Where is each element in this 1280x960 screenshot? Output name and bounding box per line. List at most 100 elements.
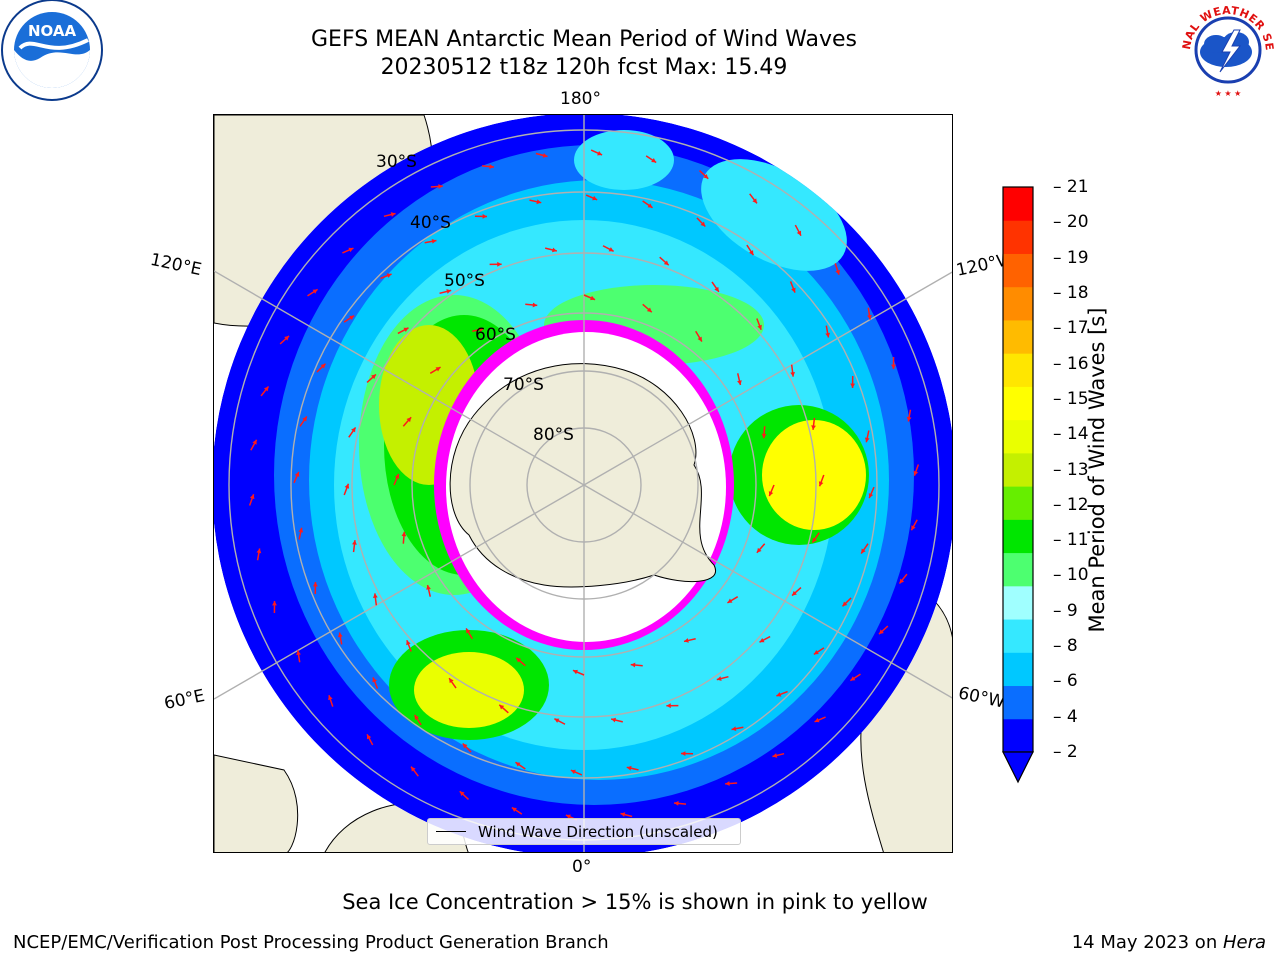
- wind-arrow-head: [731, 726, 737, 732]
- wind-arrow-head: [878, 629, 884, 635]
- lon-label-0: 0°: [572, 857, 592, 877]
- colorbar-block: [1003, 452, 1033, 487]
- wind-arrow-head: [651, 158, 657, 163]
- wind-arrow-head: [592, 195, 598, 201]
- wind-arrow-head: [597, 151, 603, 156]
- lat-label-70s: 70°S: [503, 375, 544, 395]
- wind-arrow-head: [861, 548, 866, 554]
- wind-arrow-head: [394, 473, 400, 479]
- wind-arrow-head: [426, 584, 431, 590]
- colorbar-tick-label: – 19: [1053, 247, 1089, 268]
- colorbar-block: [1003, 652, 1033, 687]
- footer-credit: NCEP/EMC/Verification Post Processing Pr…: [13, 932, 609, 953]
- colorbar-block: [1003, 187, 1033, 221]
- wind-arrow-head: [674, 801, 679, 806]
- wind-arrow-head: [727, 598, 733, 603]
- map-legend: Wind Wave Direction (unscaled): [427, 818, 741, 845]
- chart-subtitle: 20230512 t18z 120h fcst Max: 15.49: [380, 55, 788, 80]
- wind-arrow-head: [482, 213, 487, 219]
- wind-arrow-head: [768, 491, 774, 497]
- wind-arrow-head: [752, 198, 757, 204]
- wind-arrow-head: [351, 427, 356, 433]
- wind-arrow-head: [590, 295, 596, 301]
- wind-arrow-head: [825, 332, 831, 338]
- colorbar-tick-label: – 18: [1053, 282, 1089, 303]
- wind-arrow-head: [449, 678, 454, 684]
- colorbar-tick-label: – 4: [1053, 706, 1078, 727]
- wind-arrow-head: [811, 425, 816, 430]
- polar-map: [213, 114, 953, 853]
- wind-arrow-head: [725, 781, 730, 786]
- wind-arrow-head: [683, 638, 689, 643]
- footer-date: 14 May 2023 on Hera: [1072, 932, 1266, 953]
- wind-arrow-head: [835, 269, 840, 275]
- wind-arrow-head: [714, 286, 719, 292]
- lon-label-120e: 120°E: [148, 249, 204, 281]
- wind-arrow-head: [776, 692, 782, 697]
- lat-label-50s: 50°S: [444, 271, 485, 291]
- colorbar-tick-label: – 13: [1053, 459, 1089, 480]
- wind-arrow-head: [796, 230, 802, 236]
- wind-arrow-head: [401, 531, 407, 537]
- lat-label-80s: 80°S: [533, 425, 574, 445]
- legend-line-sample: [436, 831, 466, 832]
- colorbar-tick-label: – 9: [1053, 600, 1078, 621]
- wind-arrow-head: [294, 471, 300, 477]
- wind-arrow-head: [666, 703, 671, 709]
- colorbar-tick-label: – 21: [1053, 177, 1089, 197]
- wind-arrow-head: [263, 386, 269, 392]
- wind-arrow-head: [646, 307, 652, 313]
- lat-label-30s: 30°S: [376, 152, 417, 172]
- wind-arrow-head: [515, 762, 521, 767]
- wind-arrow-head: [344, 483, 350, 489]
- wind-arrow-head: [497, 261, 502, 267]
- wind-arrow-head: [371, 374, 376, 380]
- wind-arrow-head: [328, 695, 333, 701]
- wind-arrow-head: [372, 677, 377, 683]
- colorbar-block: [1003, 552, 1033, 587]
- wind-arrow-head: [772, 753, 778, 758]
- wind-arrow-head: [703, 173, 709, 179]
- colorbar-block: [1003, 220, 1033, 254]
- wind-arrow-head: [516, 657, 522, 663]
- wind-arrow-head: [850, 383, 856, 388]
- wind-arrow-head: [532, 302, 538, 308]
- colorbar-tick-label: – 15: [1053, 388, 1089, 409]
- lat-label-60s: 60°S: [475, 325, 516, 345]
- wind-arrow-head: [411, 766, 416, 772]
- wind-arrow-head: [630, 662, 636, 668]
- wind-arrow-head: [446, 289, 452, 294]
- wind-arrow-head: [570, 769, 576, 775]
- wind-arrow-head: [756, 547, 762, 553]
- colorbar-block: [1003, 353, 1033, 387]
- wind-arrow-head: [272, 601, 277, 606]
- wind-arrow-head: [647, 203, 653, 208]
- wind-arrow-head: [489, 164, 494, 169]
- colorbar-label: Mean Period of Wind Waves [s]: [1085, 307, 1109, 633]
- colorbar-block: [1003, 519, 1033, 554]
- wind-arrow-head: [386, 273, 392, 278]
- wind-arrow-head: [899, 578, 905, 584]
- colorbar-block: [1003, 319, 1033, 354]
- wind-arrow-head: [891, 364, 896, 369]
- wind-arrow-head: [459, 791, 465, 797]
- wind-arrow-head: [536, 199, 542, 205]
- wind-arrow-head: [511, 807, 517, 812]
- wind-arrow-head: [249, 494, 255, 500]
- wind-arrow-head: [761, 433, 767, 439]
- wind-arrow-head: [256, 548, 262, 554]
- colorbar-tick-label: – 10: [1053, 565, 1089, 586]
- footer-date-text: 14 May 2023 on: [1071, 932, 1223, 953]
- colorbar-block: [1003, 486, 1033, 520]
- lat-label-40s: 40°S: [410, 213, 451, 233]
- colorbar-tick-label: – 12: [1053, 494, 1089, 515]
- wind-arrow-head: [906, 416, 912, 422]
- wind-arrow-head: [864, 437, 870, 443]
- wind-arrow-head: [349, 315, 355, 321]
- legend-label: Wind Wave Direction (unscaled): [478, 823, 718, 841]
- wind-arrow-head: [913, 470, 919, 476]
- wind-arrow-head: [348, 247, 354, 253]
- wind-arrow-head: [842, 601, 848, 607]
- colorbar-tick-label: – 17: [1053, 318, 1089, 339]
- wind-arrow-head: [462, 743, 468, 749]
